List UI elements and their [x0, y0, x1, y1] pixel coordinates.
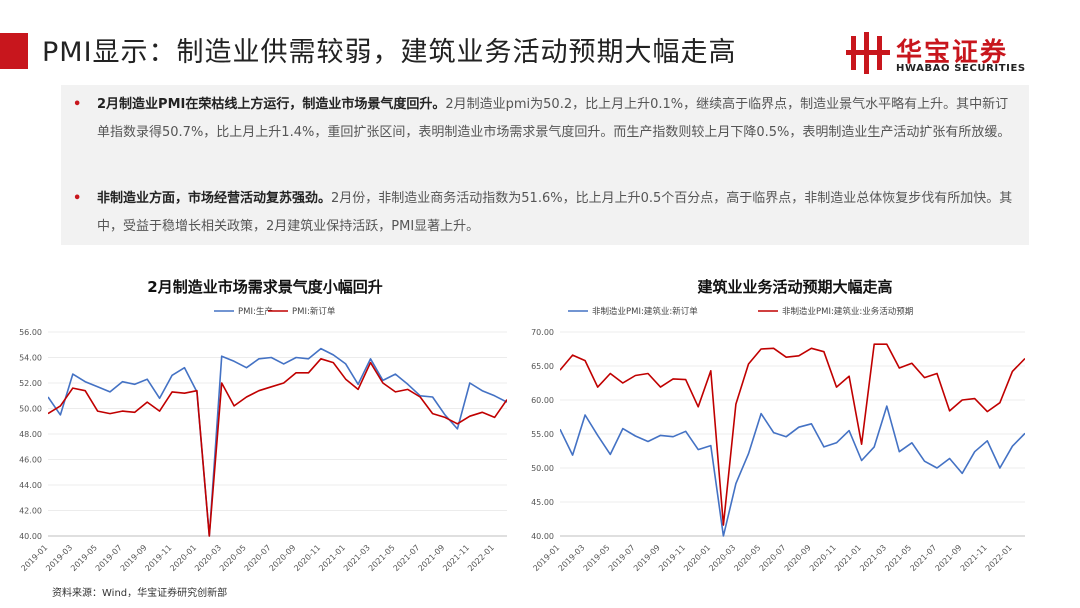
- y-tick-label: 55.00: [531, 430, 554, 439]
- y-tick-label: 40.00: [531, 532, 554, 541]
- x-tick-label: 2020-07: [758, 543, 788, 573]
- bullet-text: 非制造业方面，市场经营活动复苏强劲。2月份，非制造业商务活动指数为51.6%，比…: [73, 185, 1013, 241]
- series-line: [48, 347, 507, 537]
- x-tick-label: 2022-01: [466, 543, 496, 573]
- x-tick-label: 2019-11: [657, 543, 687, 573]
- legend-label: 非制造业PMI:建筑业:新订单: [592, 306, 698, 317]
- y-tick-label: 44.00: [19, 481, 42, 490]
- title-accent-bar: [0, 33, 28, 69]
- bullet-lead: 非制造业方面，市场经营活动复苏强劲。: [97, 191, 332, 206]
- y-tick-label: 52.00: [19, 379, 42, 388]
- y-tick-label: 50.00: [19, 405, 42, 414]
- x-tick-label: 2021-11: [959, 543, 989, 573]
- y-tick-label: 46.00: [19, 456, 42, 465]
- legend-label: PMI:生产: [238, 306, 273, 317]
- x-tick-label: 2020-05: [732, 543, 762, 573]
- x-tick-label: 2021-07: [908, 543, 938, 573]
- x-tick-label: 2020-01: [682, 543, 712, 573]
- x-tick-label: 2019-07: [607, 543, 637, 573]
- y-tick-label: 54.00: [19, 354, 42, 363]
- summary-bullet: • 2月制造业PMI在荣枯线上方运行，制造业市场景气度回升。2月制造业pmi为5…: [73, 91, 1013, 147]
- x-tick-label: 2019-01: [531, 543, 561, 573]
- logo-text-en: HWABAO SECURITIES: [896, 63, 1026, 74]
- x-tick-label: 2021-09: [934, 543, 964, 573]
- y-tick-label: 50.00: [531, 464, 554, 473]
- series-line: [560, 405, 1025, 537]
- y-tick-label: 48.00: [19, 430, 42, 439]
- manufacturing-pmi-chart: 40.00 42.00 44.00 46.00 48.00 50.00 52.00 54.00…: [19, 306, 507, 573]
- x-tick-label: 2020-11: [808, 543, 838, 573]
- chart-title: 2月制造业市场需求景气度小幅回升: [147, 278, 383, 296]
- series-line: [560, 343, 1025, 526]
- y-tick-label: 65.00: [531, 362, 554, 371]
- x-tick-label: 2021-05: [883, 543, 913, 573]
- y-tick-label: 60.00: [531, 396, 554, 405]
- bullet-dot-icon: •: [73, 97, 82, 112]
- y-tick-label: 42.00: [19, 507, 42, 516]
- series-line: [48, 357, 507, 537]
- x-tick-label: 2021-03: [858, 543, 888, 573]
- page-title: PMI显示：制造业供需较弱，建筑业务活动预期大幅走高: [42, 37, 737, 68]
- bullet-text: 2月制造业PMI在荣枯线上方运行，制造业市场景气度回升。2月制造业pmi为50.…: [73, 91, 1013, 147]
- legend-label: PMI:新订单: [292, 306, 336, 317]
- x-tick-label: 2020-03: [707, 543, 737, 573]
- logo-text-cn: 华宝证券: [896, 38, 1009, 68]
- summary-box: • 2月制造业PMI在荣枯线上方运行，制造业市场景气度回升。2月制造业pmi为5…: [61, 85, 1029, 245]
- y-tick-label: 70.00: [531, 328, 554, 337]
- y-tick-label: 40.00: [19, 532, 42, 541]
- x-tick-label: 2019-09: [632, 543, 662, 573]
- construction-pmi-chart: 40.00 45.00 50.00 55.00 60.00 65.00 70.00 2019-…: [531, 306, 1025, 573]
- bullet-dot-icon: •: [73, 191, 82, 206]
- bullet-body: 2月制造业pmi为50.2，比上月上升0.1%，继续高于临界点，制造业景气水平略…: [97, 97, 1011, 140]
- legend-label: 非制造业PMI:建筑业:业务活动预期: [782, 306, 913, 317]
- y-tick-label: 56.00: [19, 328, 42, 337]
- bullet-lead: 2月制造业PMI在荣枯线上方运行，制造业市场景气度回升。: [97, 97, 446, 112]
- bullet-body: 2月份，非制造业商务活动指数为51.6%，比上月上升0.5个百分点，高于临界点，…: [97, 191, 1013, 234]
- brand-logo: 华宝证券 HWABAO SECURITIES: [846, 32, 1046, 76]
- chart-title: 建筑业业务活动预期大幅走高: [697, 278, 893, 296]
- source-note: 资料来源：Wind，华宝证券研究创新部: [52, 588, 228, 599]
- logo-mark-icon: [846, 32, 890, 74]
- x-tick-label: 2019-03: [557, 543, 587, 573]
- x-tick-label: 2019-05: [582, 543, 612, 573]
- y-tick-label: 45.00: [531, 498, 554, 507]
- summary-bullet: • 非制造业方面，市场经营活动复苏强劲。2月份，非制造业商务活动指数为51.6%…: [73, 185, 1013, 241]
- x-tick-label: 2022-01: [984, 543, 1014, 573]
- x-tick-label: 2021-01: [833, 543, 863, 573]
- x-tick-label: 2020-09: [783, 543, 813, 573]
